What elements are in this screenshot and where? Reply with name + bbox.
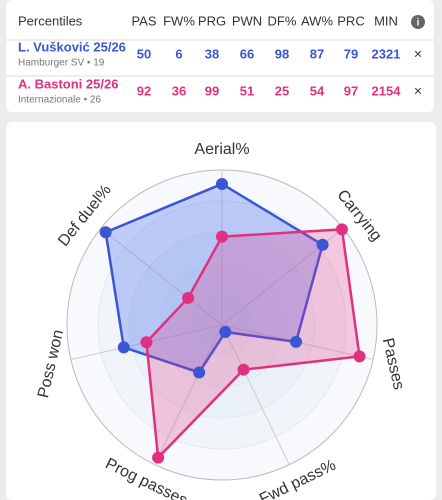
axis-label: Aerial% [194,141,249,158]
info-icon[interactable] [411,15,425,29]
radar-point [117,341,130,354]
stat-value: 25 [275,83,289,98]
radar-point [216,230,228,243]
player-team: Hamburger SV • 19 [18,58,105,69]
stat-value: 54 [310,83,325,98]
column-header: DF% [268,13,297,28]
radar-spoke [221,324,290,465]
stat-value: 97 [344,83,358,98]
radar-point [152,451,165,464]
stat-value: 38 [205,46,219,61]
radar-point [216,177,228,190]
radar-point [219,325,232,338]
stat-value: 51 [240,83,254,98]
column-header: PAS [131,13,156,28]
radar-spoke [154,324,223,465]
stat-value: 92 [137,83,151,98]
radar-point [237,363,250,376]
column-header: FW% [163,13,195,28]
stat-value: 2154 [372,83,402,98]
stat-value: 50 [137,46,151,61]
radar-area [145,228,361,461]
radar-point [353,350,366,363]
stat-value: 99 [205,83,219,98]
radar-area [104,182,325,374]
column-header: PRG [198,13,226,28]
column-header: PWN [232,13,262,28]
stat-value: 87 [310,46,324,61]
player-team: Internazionale • 26 [18,95,101,106]
remove-button[interactable]: × [414,46,422,62]
radar-point [335,223,348,236]
radar-point [140,336,153,349]
column-header: PRC [337,13,364,28]
radar-point [316,238,329,251]
radar-point [290,335,303,348]
player-name: A. Bastoni 25/26 [18,76,118,91]
table: Percentiles PAS FW% PRG PWN DF% AW% PRC MIN L. Vu… [18,13,422,105]
stat-value: 98 [275,46,289,61]
stat-value: 79 [344,46,358,61]
column-header: Percentiles [18,13,83,28]
radar-point [193,366,206,379]
radar-point [99,226,112,239]
stat-value: 36 [172,83,186,98]
radar-point [182,291,195,304]
table-card [6,0,434,112]
info-glyph: i [417,18,420,29]
remove-button[interactable]: × [414,83,422,99]
player-name: L. Vušković 25/26 [18,39,126,54]
radar-spoke [100,227,223,326]
column-header: AW% [301,13,333,28]
column-header: MIN [374,13,398,28]
stat-value: 66 [240,46,254,61]
stat-value: 2321 [372,46,401,61]
stat-value: 6 [175,46,182,61]
